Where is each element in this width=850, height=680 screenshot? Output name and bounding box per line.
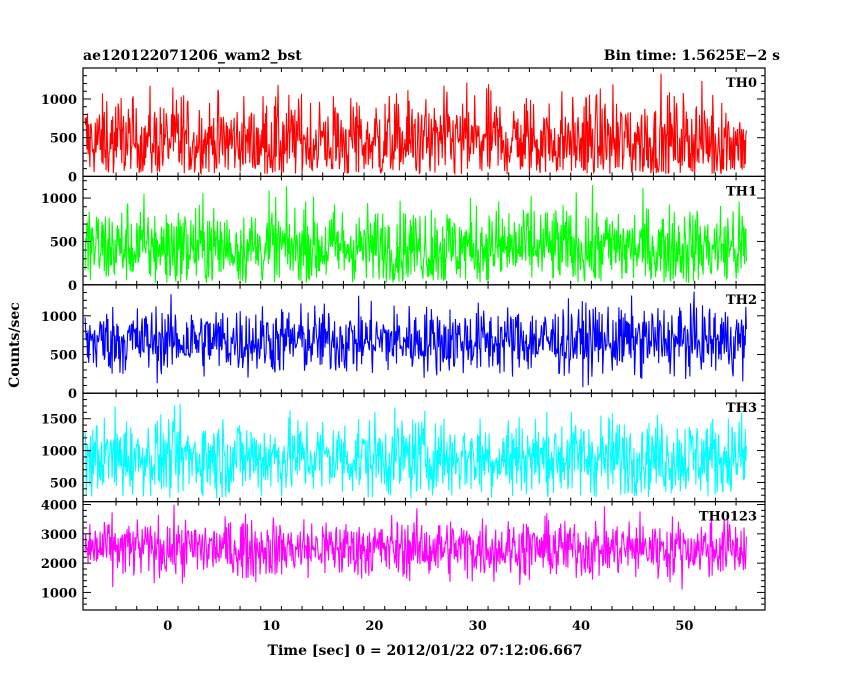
x-axis-label: Time [sec] 0 = 2012/01/22 07:12:06.667: [268, 643, 583, 659]
y-tick-label: 500: [50, 348, 77, 363]
y-tick-label: 3000: [41, 528, 77, 543]
y-tick-label: 0: [68, 387, 77, 402]
x-tick-label: 10: [262, 619, 280, 634]
panel-th3: 500 1000 1500 TH3: [41, 392, 766, 503]
panel-th2: 0 500 1000 TH2: [41, 284, 766, 402]
y-tick-label: 2000: [41, 557, 77, 572]
y-tick-label: 4000: [41, 499, 77, 514]
y-axis-label: Counts/sec: [7, 302, 23, 388]
series-th1: [84, 185, 747, 284]
panel-th0123: 1000 2000 3000 4000 TH0123: [41, 499, 766, 611]
y-tick-label: 1000: [41, 192, 77, 207]
y-tick-label: 1000: [41, 310, 77, 325]
y-tick-label: 0: [68, 170, 77, 185]
bin-time-label: Bin time: 1.5625E−2 s: [604, 48, 780, 64]
panel-frame: [82, 501, 766, 611]
y-tick-label: 0: [68, 279, 77, 294]
chart-title: ae120122071206_wam2_bst: [83, 48, 302, 64]
y-tick-label: 500: [50, 476, 77, 491]
panels-group: 05001000TH005001000TH105001000TH25001000…: [41, 67, 766, 634]
y-tick-label: 1000: [41, 586, 77, 601]
y-tick-label: 1000: [41, 445, 77, 460]
x-tick-label: 50: [675, 619, 693, 634]
series-th0123: [84, 504, 747, 590]
x-tick-label: 40: [572, 619, 590, 634]
x-tick-label: 20: [365, 619, 383, 634]
panel-th1: 0 500 1000 TH1: [41, 175, 766, 294]
panel-label: TH2: [726, 293, 757, 308]
series-th0: [84, 73, 747, 176]
panel-frame: [82, 67, 766, 178]
panel-label: TH3: [726, 401, 757, 416]
y-tick-label: 500: [50, 235, 77, 250]
y-tick-label: 1000: [41, 93, 77, 108]
series-th2: [84, 291, 747, 388]
x-tick-label: 30: [469, 619, 487, 634]
panel-th0: 0 500 1000 TH0: [41, 67, 766, 185]
y-tick-label: 1500: [41, 413, 77, 428]
panel-label: TH1: [726, 184, 757, 199]
series-th3: [84, 403, 747, 499]
y-tick-label: 500: [50, 132, 77, 147]
x-tick-label: 0: [163, 619, 172, 634]
panel-label: TH0: [726, 76, 757, 91]
panel-label: TH0123: [699, 510, 757, 525]
